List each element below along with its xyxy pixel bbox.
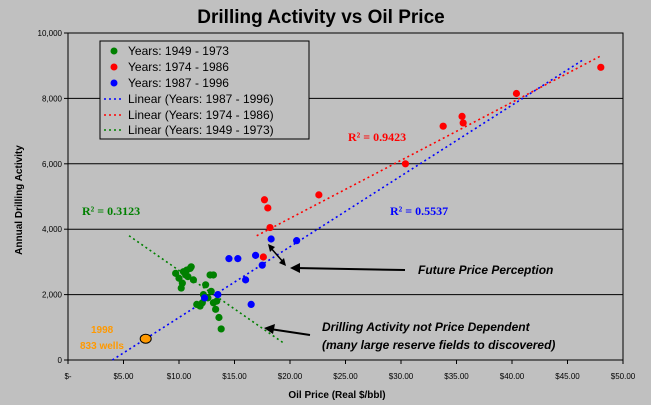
x-tick-label: $45.00	[555, 372, 580, 381]
data-point-series-0	[217, 325, 225, 333]
trendlines	[111, 55, 602, 361]
x-tick-label: $20.00	[278, 372, 303, 381]
legend-marker-1949	[110, 47, 118, 55]
legend-label-linear-1987: Linear (Years: 1987 - 1996)	[128, 92, 274, 106]
data-point-series-2	[214, 291, 222, 299]
highlight-point-1998	[139, 333, 152, 344]
x-axis-ticks: $- $5.00 $10.00 $15.00 $20.00 $25.00 $30.00 $35…	[64, 360, 636, 381]
r2-label-1949: R² = 0.3123	[82, 204, 140, 218]
arrow-head-icon	[290, 263, 300, 273]
data-point-series-1	[264, 204, 272, 212]
data-point-series-2	[200, 294, 209, 302]
highlight-label-year: 1998	[91, 325, 114, 336]
data-point-series-2	[242, 276, 250, 284]
x-tick-label: $15.00	[222, 372, 247, 381]
y-tick-label: 4,000	[42, 225, 63, 234]
x-tick-label: $40.00	[500, 372, 525, 381]
data-point-series-1	[459, 119, 467, 127]
annotation-text-not-dependent-1: Drilling Activity not Price Dependent	[322, 320, 531, 334]
gridlines	[68, 97, 623, 296]
data-point-series-0	[209, 271, 218, 279]
data-point-series-2	[251, 251, 260, 259]
data-point-series-2	[234, 255, 242, 263]
data-point-series-2	[267, 235, 275, 243]
data-point-series-0	[189, 276, 198, 284]
data-point-series-1	[266, 223, 274, 232]
legend-label-1987: Years: 1987 - 1996	[128, 76, 229, 90]
chart-title: Drilling Activity vs Oil Price	[197, 7, 444, 28]
data-point-series-0	[207, 287, 215, 295]
x-tick-label: $50.00	[611, 372, 636, 381]
x-tick-label: $25.00	[333, 372, 358, 381]
y-tick-label: 6,000	[42, 160, 63, 169]
x-tick-label: $10.00	[167, 372, 192, 381]
legend-label-1974: Years: 1974 - 1986	[128, 60, 229, 74]
y-tick-label: 0	[58, 356, 63, 365]
data-point-series-1	[439, 122, 447, 130]
double-arrow-head-bottom-icon	[279, 258, 286, 266]
data-point-series-2	[225, 255, 233, 263]
arrow-head-icon	[264, 324, 275, 334]
legend-label-linear-1949: Linear (Years: 1949 - 1973)	[128, 123, 274, 137]
annotation-text-not-dependent-2: (many large reserve fields to discovered…	[322, 338, 555, 352]
annotation-arrow-not-dependent	[269, 328, 311, 336]
x-tick-label: $5.00	[113, 372, 134, 381]
data-point-series-0	[212, 305, 220, 313]
x-tick-label: $30.00	[389, 372, 414, 381]
data-point-series-2	[293, 237, 301, 245]
y-tick-label: 10,000	[38, 29, 63, 38]
data-point-series-1	[512, 89, 521, 98]
legend-label-1949: Years: 1949 - 1973	[128, 44, 229, 58]
data-point-series-0	[209, 299, 218, 307]
data-point-series-0	[202, 281, 210, 289]
data-point-series-0	[178, 279, 186, 287]
y-tick-label: 8,000	[42, 94, 63, 103]
highlight-label-wells: 833 wells	[80, 341, 124, 352]
legend: Years: 1949 - 1973 Years: 1974 - 1986 Ye…	[99, 40, 310, 140]
data-point-series-1	[597, 63, 605, 71]
annotation-text-future-price: Future Price Perception	[418, 263, 553, 277]
legend-marker-1974	[110, 63, 118, 71]
trendline-0	[111, 58, 585, 361]
annotation-arrow-future-price	[294, 267, 406, 271]
data-points	[139, 63, 605, 344]
y-tick-label: 2,000	[42, 291, 63, 300]
data-point-series-1	[401, 160, 410, 168]
data-point-series-1	[458, 112, 466, 120]
data-point-series-1	[259, 253, 267, 261]
legend-label-linear-1974: Linear (Years: 1974 - 1986)	[128, 108, 274, 122]
data-point-series-0	[187, 263, 195, 271]
double-arrow-head-top-icon	[268, 244, 275, 252]
y-axis-label: Annual Drilling Activity	[14, 145, 25, 255]
x-tick-label: $-	[64, 372, 71, 381]
legend-box	[99, 40, 310, 140]
legend-marker-1987	[110, 79, 118, 87]
trendline-2	[128, 235, 285, 345]
data-point-series-2	[258, 261, 266, 269]
y-axis-ticks: 0 2,000 4,000 6,000 8,000 10,000	[38, 29, 68, 365]
r2-label-1974: R² = 0.9423	[348, 130, 406, 144]
x-axis-label: Oil Price (Real $/bbl)	[288, 390, 385, 401]
x-tick-label: $35.00	[444, 372, 469, 381]
annotation-not-price-dependent: Drilling Activity not Price Dependent (m…	[264, 320, 555, 352]
data-point-series-2	[247, 300, 255, 309]
data-point-series-0	[215, 313, 223, 322]
data-point-series-1	[315, 191, 323, 199]
data-point-series-0	[184, 273, 192, 281]
data-point-series-1	[260, 196, 269, 204]
annotation-future-price: Future Price Perception	[268, 244, 553, 277]
r2-label-1987: R² = 0.5537	[390, 204, 448, 218]
